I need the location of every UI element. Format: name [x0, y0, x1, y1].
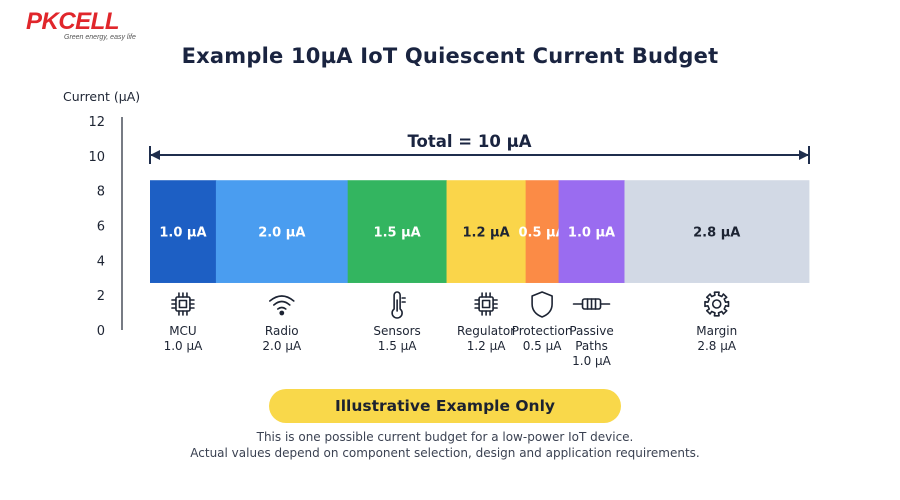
y-tick-label: 12 [88, 115, 105, 130]
y-tick-label: 6 [97, 220, 105, 235]
y-axis-label: Current (µA) [63, 89, 140, 104]
brand-logo: PKCELL Green energy, easy life [26, 8, 136, 42]
brand-name: PKCELL [26, 8, 120, 35]
total-span-arrow-left [150, 150, 160, 160]
category-label-sensors: Sensors [373, 324, 420, 338]
y-tick-label: 4 [97, 254, 105, 269]
total-span-arrow-right [799, 150, 809, 160]
thermometer-icon [391, 291, 406, 319]
bar-segment-regulator [446, 180, 527, 283]
category-value-protection: 0.5 µA [523, 339, 563, 353]
y-tick-label: 8 [97, 185, 105, 200]
category-label-mcu: MCU [169, 324, 197, 338]
category-value-passive-paths: 1.0 µA [572, 354, 612, 368]
category-label-passive-paths: Paths [575, 339, 608, 353]
footnote-line-1: This is one possible current budget for … [256, 430, 634, 444]
illustrative-banner: Illustrative Example Only [269, 389, 621, 423]
shield-icon [531, 291, 553, 318]
resistor-icon [572, 298, 611, 310]
budget-chart: 0 2 4 6 8 10 12 Current (µA) Total = 10 µA 1.0 µA… [63, 89, 810, 368]
footnote-line-2: Actual values depend on component select… [190, 446, 700, 460]
wifi-icon [268, 295, 295, 316]
chart-title: Example 10µA IoT Quiescent Current Budge… [181, 44, 719, 68]
y-tick-label: 0 [97, 324, 105, 339]
category-value-margin: 2.8 µA [697, 339, 737, 353]
category-label-regulator: Regulator [457, 324, 515, 338]
bar-segment-protection [525, 180, 559, 283]
category-value-mcu: 1.0 µA [164, 339, 204, 353]
total-label: Total = 10 µA [407, 132, 531, 151]
bar-segment-passive-paths [558, 180, 625, 283]
segment-value-label-protection: 0.5 µA [519, 226, 566, 241]
total-label-backing [393, 128, 546, 150]
bar-segment-mcu [150, 180, 217, 283]
y-tick-label: 2 [97, 289, 105, 304]
brand-tagline: Green energy, easy life [64, 34, 136, 41]
bar-segment-sensors [347, 180, 447, 283]
segment-value-label-mcu: 1.0 µA [159, 226, 206, 241]
category-label-protection: Protection [512, 324, 573, 338]
category-value-sensors: 1.5 µA [378, 339, 418, 353]
category-label-passive-paths: Passive [569, 324, 613, 338]
y-tick-label: 10 [88, 150, 105, 165]
segment-value-label-passive-paths: 1.0 µA [568, 226, 615, 241]
segment-value-label-margin: 2.8 µA [693, 226, 740, 241]
regulator-chip-icon [474, 292, 498, 316]
bar-segment-radio [215, 180, 349, 283]
chip-icon [171, 292, 195, 316]
segment-value-label-sensors: 1.5 µA [374, 226, 421, 241]
gear-icon [704, 291, 730, 317]
category-label-radio: Radio [265, 324, 299, 338]
category-value-radio: 2.0 µA [262, 339, 302, 353]
bar-segment-margin [624, 180, 810, 283]
category-value-regulator: 1.2 µA [467, 339, 507, 353]
segment-value-label-radio: 2.0 µA [258, 226, 305, 241]
category-label-margin: Margin [696, 324, 737, 338]
segment-value-label-regulator: 1.2 µA [462, 226, 509, 241]
